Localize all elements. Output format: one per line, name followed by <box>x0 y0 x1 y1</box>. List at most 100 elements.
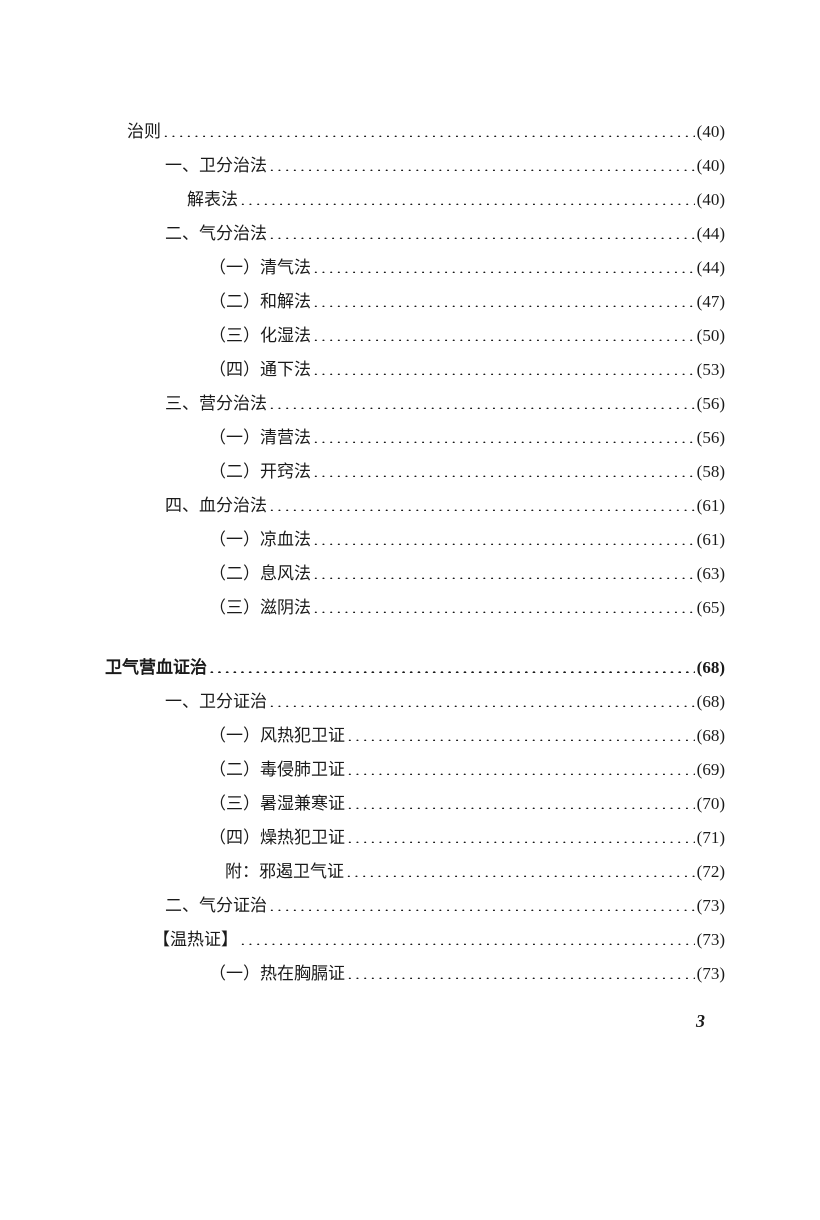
toc-entry: （二）息风法 (63) <box>105 557 725 591</box>
toc-entry: （三）化湿法 (50) <box>105 319 725 353</box>
entry-label: 解表法 <box>187 183 238 217</box>
dot-leader <box>313 324 695 341</box>
toc-entry: 附：邪遏卫气证 (72) <box>105 855 725 889</box>
dot-leader <box>347 792 695 809</box>
dot-leader <box>269 894 695 911</box>
toc-entry: （一）热在胸膈证 (73) <box>105 957 725 991</box>
entry-label: （三）滋阴法 <box>209 591 311 625</box>
dot-leader <box>240 188 695 205</box>
toc-entry: 【温热证】 (73) <box>105 923 725 957</box>
entry-page: (71) <box>697 821 725 855</box>
dot-leader <box>313 426 695 443</box>
entry-label: （一）清营法 <box>209 421 311 455</box>
toc-entry: （一）清营法 (56) <box>105 421 725 455</box>
dot-leader <box>313 358 695 375</box>
dot-leader <box>269 690 695 707</box>
entry-page: (40) <box>697 183 725 217</box>
toc-entry: （二）开窍法 (58) <box>105 455 725 489</box>
toc-entry: （一）清气法 (44) <box>105 251 725 285</box>
entry-page: (40) <box>697 149 725 183</box>
entry-page: (50) <box>697 319 725 353</box>
toc-entry: 二、气分证治 (73) <box>105 889 725 923</box>
toc-entry: 一、卫分治法 (40) <box>105 149 725 183</box>
dot-leader <box>347 826 695 843</box>
entry-label: 治则 <box>127 115 161 149</box>
dot-leader <box>313 290 695 307</box>
dot-leader <box>313 596 695 613</box>
entry-label: （二）和解法 <box>209 285 311 319</box>
entry-page: (73) <box>697 889 725 923</box>
entry-label: 卫气营血证治 <box>105 651 207 685</box>
entry-page: (47) <box>697 285 725 319</box>
toc-entry: （二）毒侵肺卫证(69) <box>105 753 725 787</box>
toc-entry: （四）通下法(53) <box>105 353 725 387</box>
entry-page: (70) <box>697 787 725 821</box>
toc-entry: 治则(40) <box>105 115 725 149</box>
toc-entry: 四、血分治法 (61) <box>105 489 725 523</box>
dot-leader <box>313 256 695 273</box>
dot-leader <box>209 656 695 673</box>
entry-page: (68) <box>697 719 725 753</box>
entry-label: 四、血分治法 <box>165 489 267 523</box>
toc-entry: 卫气营血证治 (68) <box>105 651 725 685</box>
toc-entry: （三）滋阴法 (65) <box>105 591 725 625</box>
entry-label: 附：邪遏卫气证 <box>225 855 344 889</box>
dot-leader <box>313 562 695 579</box>
entry-label: （一）清气法 <box>209 251 311 285</box>
toc-entry: 一、卫分证治 (68) <box>105 685 725 719</box>
entry-page: (68) <box>697 685 725 719</box>
entry-page: (61) <box>697 523 725 557</box>
dot-leader <box>269 222 695 239</box>
entry-page: (73) <box>697 957 725 991</box>
dot-leader <box>347 724 695 741</box>
entry-label: （二）开窍法 <box>209 455 311 489</box>
toc-entry: 三、营分治法 (56) <box>105 387 725 421</box>
section-gap <box>105 625 725 651</box>
toc-entry: （一）凉血法 (61) <box>105 523 725 557</box>
entry-label: （四）通下法 <box>209 353 311 387</box>
entry-page: (72) <box>697 855 725 889</box>
entry-page: (65) <box>697 591 725 625</box>
toc-entry: （四）燥热犯卫证 (71) <box>105 821 725 855</box>
entry-page: (44) <box>697 217 725 251</box>
entry-label: 一、卫分治法 <box>165 149 267 183</box>
entry-label: （一）凉血法 <box>209 523 311 557</box>
dot-leader <box>313 528 695 545</box>
dot-leader <box>347 962 695 979</box>
entry-label: （四）燥热犯卫证 <box>209 821 345 855</box>
toc-entry: （二）和解法 (47) <box>105 285 725 319</box>
table-of-contents: 治则(40)一、卫分治法 (40) 解表法 (40) 二、气分治法 (44) （一）清气法 (… <box>105 115 725 991</box>
dot-leader <box>240 928 695 945</box>
entry-label: 【温热证】 <box>153 923 238 957</box>
entry-label: （一）热在胸膈证 <box>209 957 345 991</box>
toc-entry: （三）暑湿兼寒证 (70) <box>105 787 725 821</box>
entry-label: 二、气分治法 <box>165 217 267 251</box>
entry-page: (63) <box>697 557 725 591</box>
dot-leader <box>269 392 695 409</box>
dot-leader <box>163 120 695 137</box>
toc-entry: 解表法 (40) <box>105 183 725 217</box>
entry-page: (56) <box>697 387 725 421</box>
entry-label: （二）息风法 <box>209 557 311 591</box>
toc-entry: 二、气分治法 (44) <box>105 217 725 251</box>
toc-entry: （一）风热犯卫证 (68) <box>105 719 725 753</box>
entry-label: 二、气分证治 <box>165 889 267 923</box>
entry-label: 一、卫分证治 <box>165 685 267 719</box>
entry-label: （一）风热犯卫证 <box>209 719 345 753</box>
entry-page: (44) <box>697 251 725 285</box>
entry-label: （三）暑湿兼寒证 <box>209 787 345 821</box>
entry-label: （二）毒侵肺卫证 <box>209 753 345 787</box>
dot-leader <box>347 758 695 775</box>
dot-leader <box>269 494 695 511</box>
entry-page: (73) <box>697 923 725 957</box>
dot-leader <box>313 460 695 477</box>
entry-page: (56) <box>697 421 725 455</box>
entry-label: （三）化湿法 <box>209 319 311 353</box>
entry-label: 三、营分治法 <box>165 387 267 421</box>
dot-leader <box>269 154 695 171</box>
entry-page: (68) <box>697 651 725 685</box>
dot-leader <box>346 860 695 877</box>
entry-page: (61) <box>697 489 725 523</box>
entry-page: (58) <box>697 455 725 489</box>
page-number: 3 <box>696 1011 705 1032</box>
